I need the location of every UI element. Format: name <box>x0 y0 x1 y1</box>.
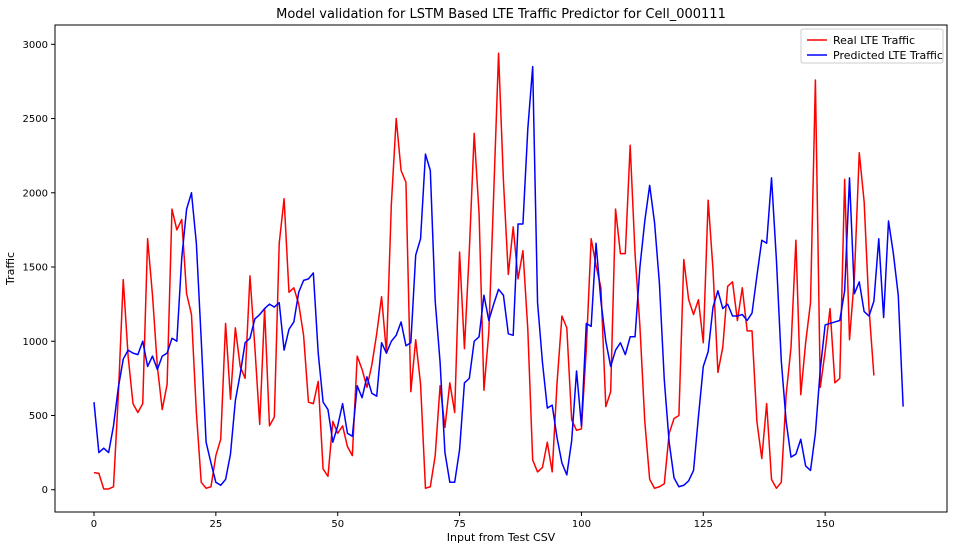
y-tick-label: 1000 <box>23 337 48 348</box>
legend-label: Real LTE Traffic <box>833 34 915 47</box>
x-axis-title: Input from Test CSV <box>447 531 556 544</box>
y-tick-label: 2000 <box>23 188 48 199</box>
x-tick-label: 150 <box>816 519 835 530</box>
series-line-real-lte-traffic <box>93 52 875 490</box>
series-line-predicted-lte-traffic <box>93 65 904 488</box>
legend: Real LTE Traffic Predicted LTE Traffic <box>800 28 944 64</box>
y-tick-label: 0 <box>42 485 48 496</box>
y-tick-label: 500 <box>29 411 48 422</box>
series-lines <box>93 52 904 490</box>
x-tick-label: 0 <box>91 519 97 530</box>
x-axis: 0 25 50 75 100 125 150 <box>91 512 835 530</box>
plot-frame <box>54 24 948 513</box>
y-axis-title: Traffic <box>4 252 17 286</box>
x-tick-label: 75 <box>453 519 466 530</box>
x-tick-label: 100 <box>572 519 591 530</box>
y-tick-label: 3000 <box>23 40 48 51</box>
y-axis: 0 500 1000 1500 2000 2500 3000 <box>23 40 55 496</box>
x-tick-label: 50 <box>331 519 344 530</box>
legend-box <box>800 28 944 64</box>
legend-label: Predicted LTE Traffic <box>833 49 943 62</box>
y-tick-label: 2500 <box>23 114 48 125</box>
y-tick-label: 1500 <box>23 263 48 274</box>
x-tick-label: 25 <box>209 519 222 530</box>
x-tick-label: 125 <box>694 519 713 530</box>
chart-title: Model validation for LSTM Based LTE Traf… <box>276 7 726 22</box>
